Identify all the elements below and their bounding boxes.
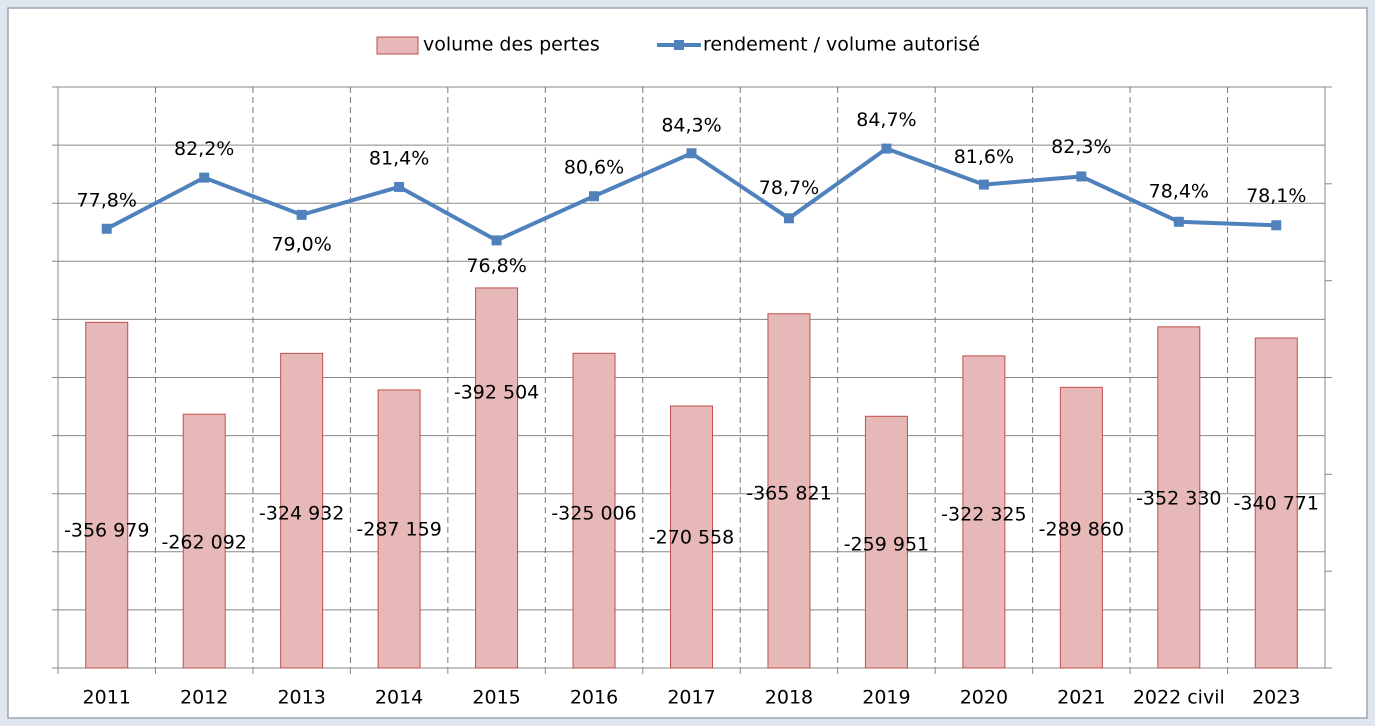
line-marker	[101, 223, 112, 234]
line-value-label: 78,7%	[759, 177, 819, 199]
bar	[280, 352, 324, 669]
bar-value-label: -392 504	[454, 382, 539, 404]
x-tick-label: 2022 civil	[1133, 687, 1225, 709]
bar	[85, 321, 129, 669]
legend-marker	[674, 40, 684, 50]
legend-label: volume des pertes	[423, 34, 600, 56]
legend-swatch	[376, 36, 419, 55]
bar-value-label: -365 821	[746, 483, 831, 505]
line-value-label: 82,3%	[1051, 136, 1111, 158]
x-tick-label: 2019	[862, 687, 910, 709]
bar	[377, 389, 421, 669]
line-value-label: 84,7%	[856, 109, 916, 131]
bar-value-label: -322 325	[941, 504, 1026, 526]
x-tick-label: 2021	[1057, 687, 1105, 709]
line-marker	[881, 143, 892, 154]
x-tick-label: 2016	[570, 687, 618, 709]
x-tick-label: 2023	[1252, 687, 1300, 709]
bar	[767, 313, 811, 669]
bar	[475, 287, 519, 669]
bar-value-label: -287 159	[356, 519, 441, 541]
line-value-label: 77,8%	[77, 189, 137, 211]
line-marker	[589, 191, 600, 202]
line-value-label: 81,4%	[369, 147, 429, 169]
bar	[1059, 386, 1103, 669]
line-value-label: 76,8%	[466, 255, 526, 277]
line-value-label: 79,0%	[271, 233, 331, 255]
bar	[1254, 337, 1298, 669]
bar-value-label: -324 932	[259, 503, 344, 525]
line-marker	[783, 213, 794, 224]
bar-value-label: -262 092	[161, 532, 246, 554]
bar	[864, 415, 908, 669]
bar	[670, 405, 713, 669]
line-marker	[394, 181, 405, 192]
bar	[182, 413, 226, 669]
x-tick-label: 2015	[472, 687, 520, 709]
bar-value-label: -259 951	[844, 534, 929, 556]
bar-value-label: -270 558	[649, 527, 734, 549]
line-marker	[491, 235, 502, 246]
line-marker	[199, 172, 210, 183]
bar-value-label: -352 330	[1136, 488, 1221, 510]
line-marker	[1076, 171, 1087, 182]
x-tick-label: 2011	[83, 687, 131, 709]
line-value-label: 78,4%	[1149, 180, 1209, 202]
bar-value-label: -340 771	[1234, 493, 1319, 515]
x-tick-label: 2020	[960, 687, 1008, 709]
line-value-label: 84,3%	[661, 115, 721, 137]
bar	[1157, 326, 1201, 669]
line-value-label: 80,6%	[564, 157, 624, 179]
x-tick-label: 2017	[667, 687, 715, 709]
x-tick-label: 2018	[765, 687, 813, 709]
bar-value-label: -289 860	[1039, 519, 1124, 541]
line-marker	[686, 148, 697, 159]
x-tick-label: 2012	[180, 687, 228, 709]
line-value-label: 82,2%	[174, 138, 234, 160]
line-marker	[1173, 216, 1184, 227]
bar	[962, 355, 1006, 669]
line-value-label: 78,1%	[1246, 185, 1306, 207]
line-marker	[296, 209, 307, 220]
bar-value-label: -325 006	[551, 503, 636, 525]
line-marker	[978, 179, 989, 190]
bar	[572, 352, 616, 669]
x-tick-label: 2013	[277, 687, 325, 709]
legend-label: rendement / volume autorisé	[703, 34, 980, 56]
line-value-label: 81,6%	[954, 146, 1014, 168]
x-tick-label: 2014	[375, 687, 423, 709]
bar-value-label: -356 979	[64, 520, 149, 542]
line-marker	[1271, 220, 1282, 231]
